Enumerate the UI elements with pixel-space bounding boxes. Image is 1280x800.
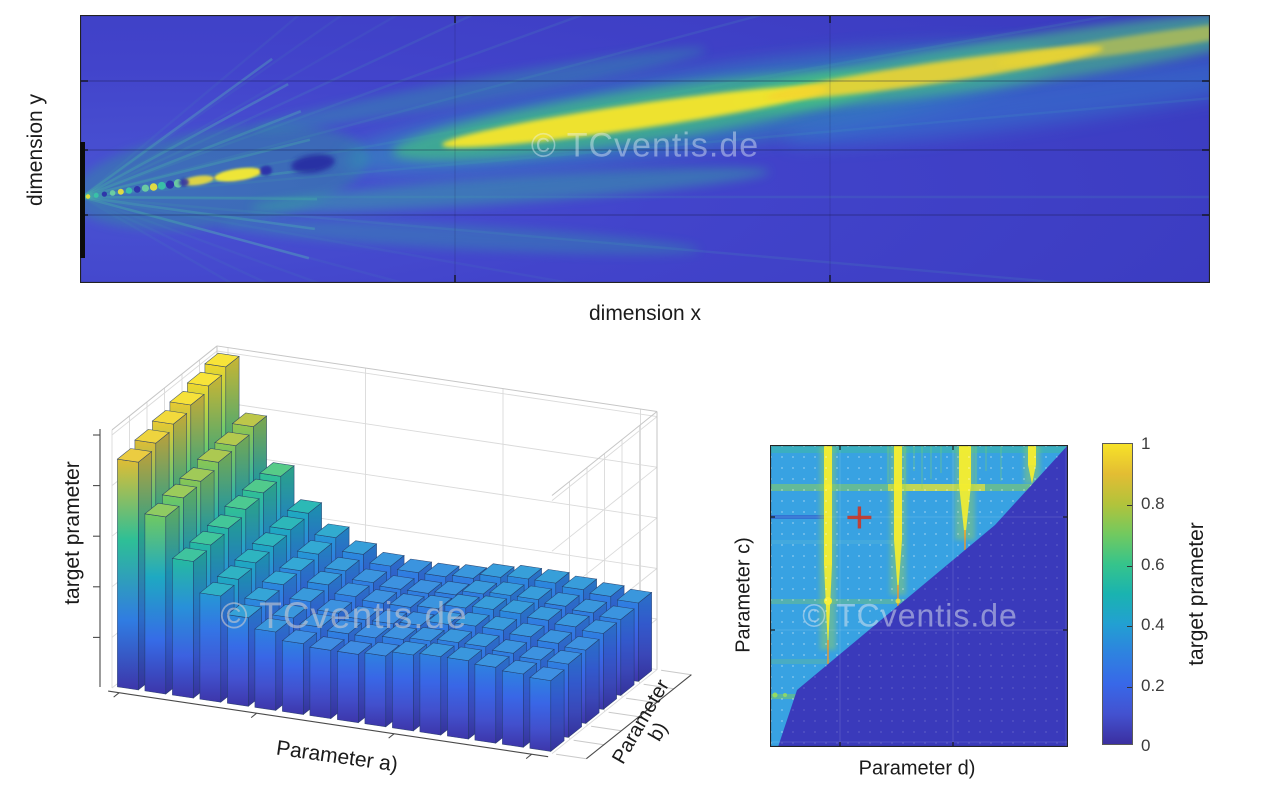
colorbar: [1102, 443, 1133, 745]
colorbar-label: target prameter: [1185, 522, 1208, 666]
colorbar-tick-label: 0.2: [1141, 675, 1165, 695]
colorbar-tick-label: 0.4: [1141, 615, 1165, 635]
colorbar-tick-label: 1: [1141, 434, 1151, 453]
colorbar-tick-label: 0: [1141, 736, 1151, 755]
field-plot-canvas: [80, 15, 1210, 283]
field-x-axis-label: dimension x: [588, 302, 702, 325]
field-y-axis-label: dimension y: [24, 93, 47, 207]
colorbar-tick-label: 0.8: [1141, 494, 1165, 514]
param-map-canvas: [770, 445, 1068, 747]
param-map-y-axis-label: Parameter c): [732, 537, 755, 653]
colorbar-tick-label: 0.6: [1141, 554, 1165, 574]
bar3d-canvas: [93, 345, 692, 760]
param-map-x-axis-label: Parameter d): [858, 757, 976, 780]
